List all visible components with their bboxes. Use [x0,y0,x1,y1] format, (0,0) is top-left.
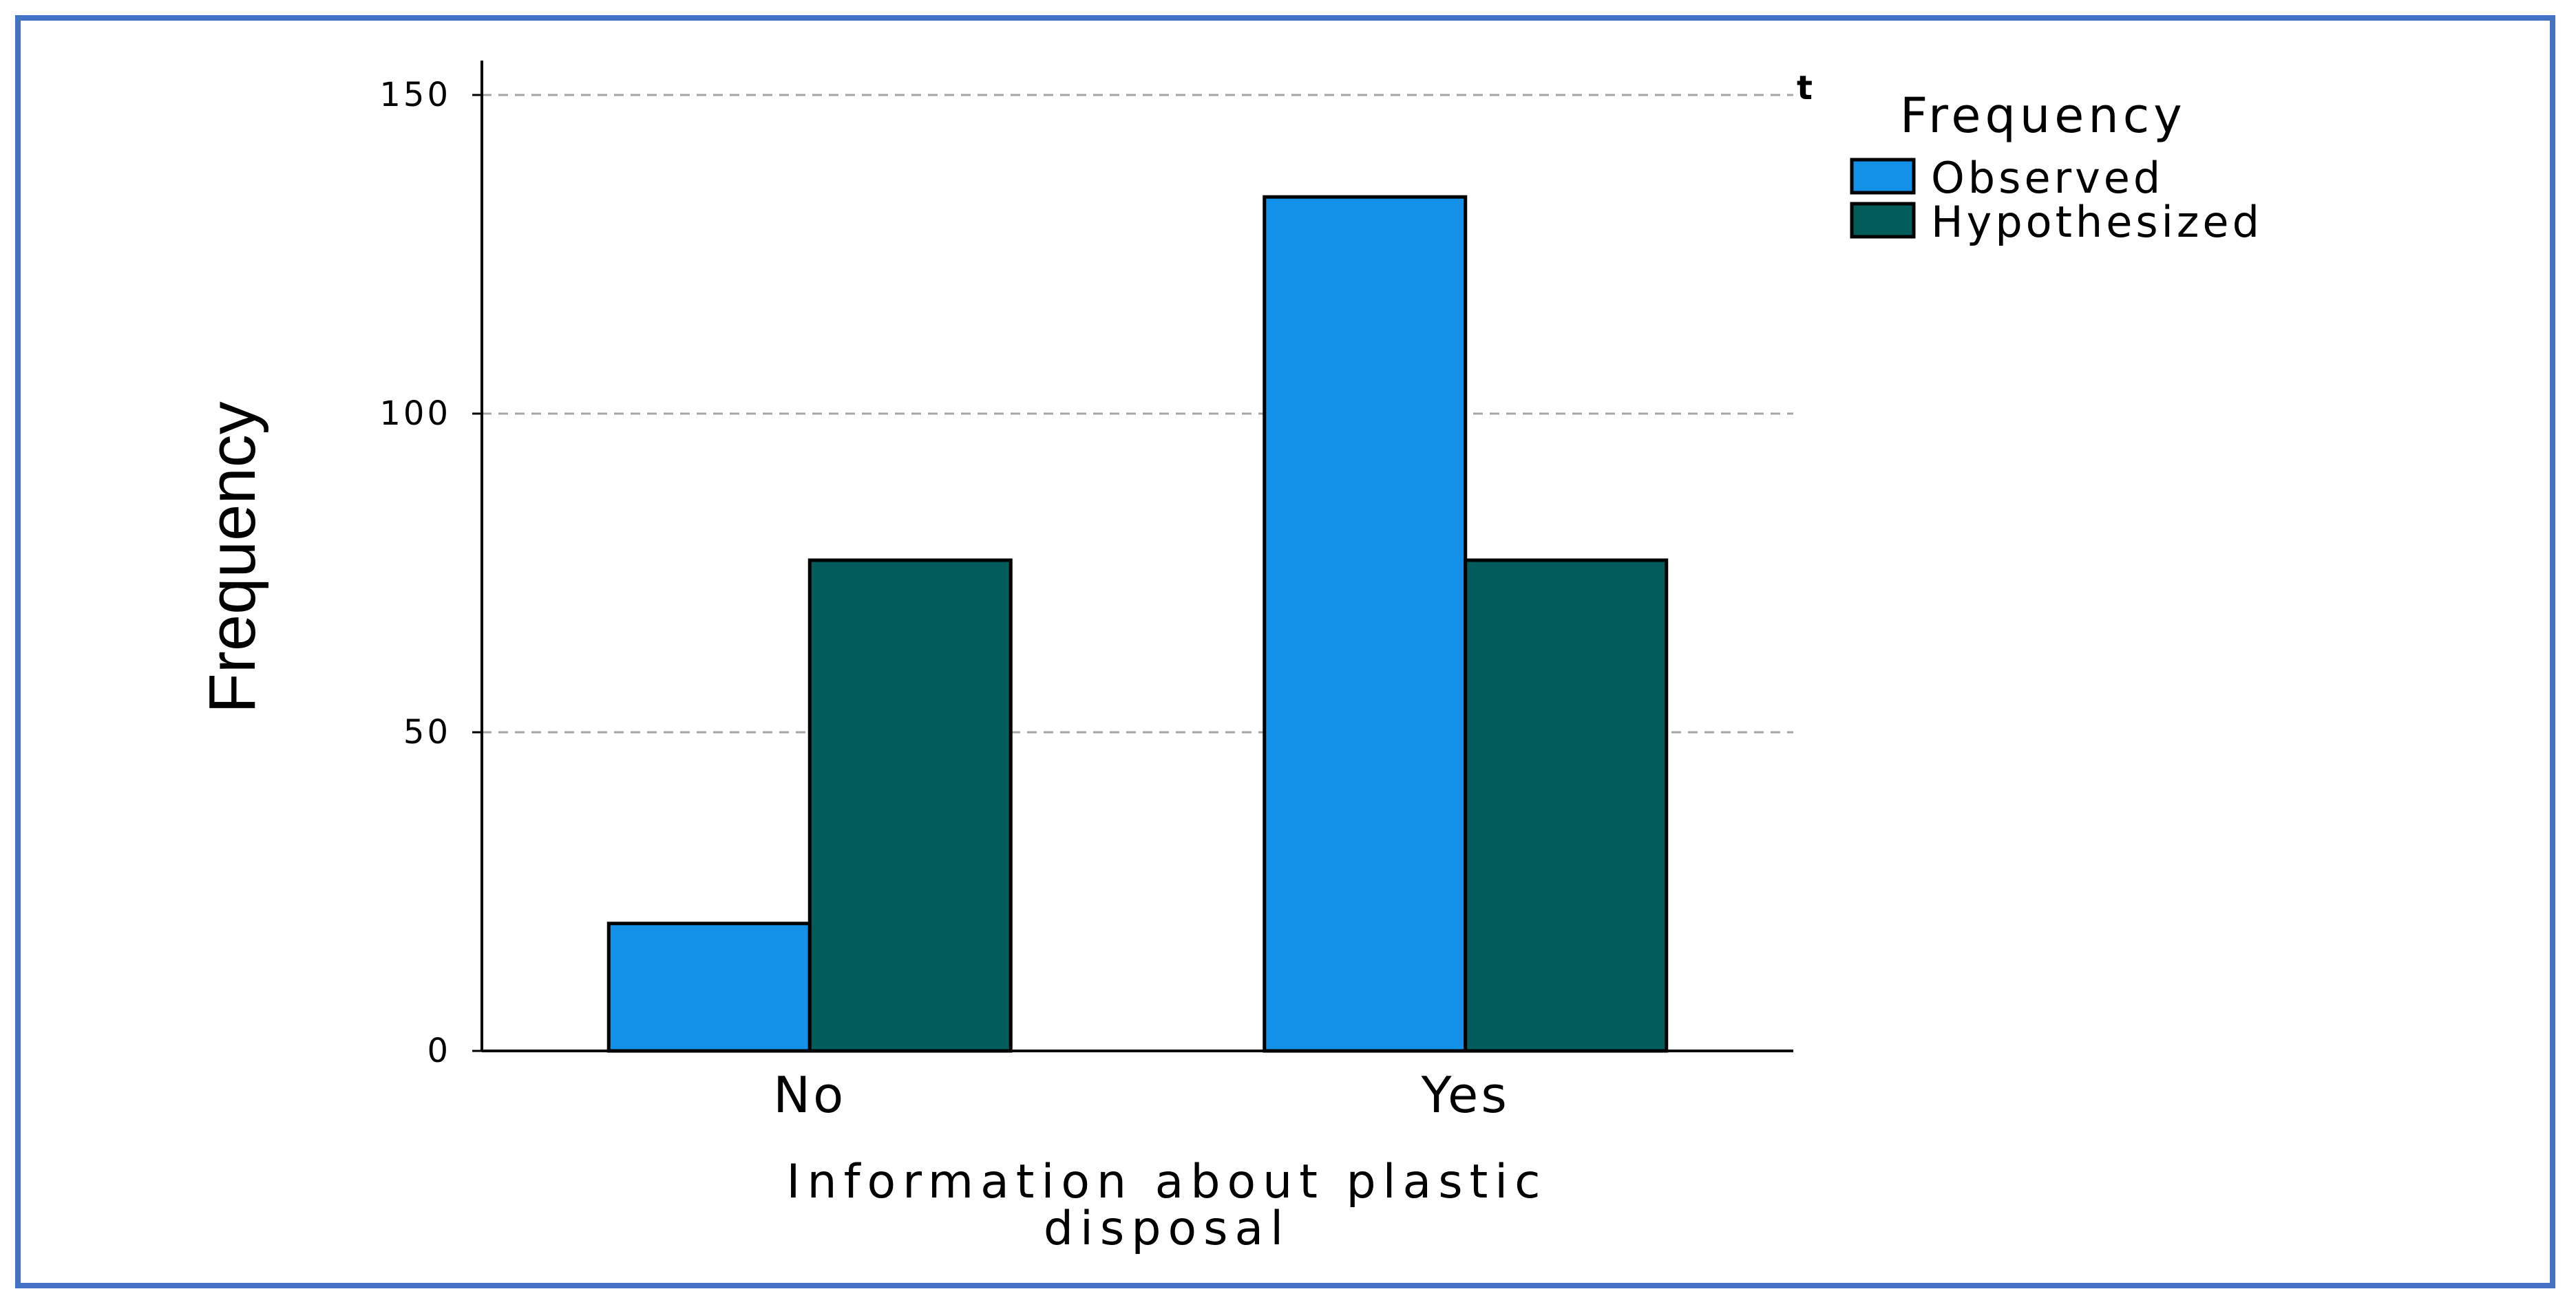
legend-label-observed: Observed [1931,153,2164,203]
x-axis-title-line-2: disposal [1044,1202,1290,1256]
legend-label-hypothesized: Hypothesized [1931,197,2263,247]
legend-swatch-observed [1850,158,1916,195]
bar-yes-hypothesized [1464,558,1669,1053]
x-category-label-yes: Yes [1421,1066,1510,1124]
legend-swatch-hypothesized [1850,202,1916,239]
y-tick-label-100: 100 [379,394,451,433]
y-tick-label-50: 50 [403,713,451,752]
y-tick-label-0: 0 [427,1032,451,1070]
x-axis-title-line-1: Information about plastic [786,1155,1547,1209]
legend: Frequency Observed Hypothesized [1850,87,2263,247]
y-tick-label-150: 150 [379,76,451,114]
x-category-label-no: No [773,1066,846,1124]
bar-yes-observed [1263,195,1468,1053]
axes [481,61,1793,1052]
legend-title: Frequency [1900,87,2186,144]
y-tick-labels: 0 50 100 150 [379,76,482,1070]
stray-mark: t [1797,69,1813,107]
x-category-labels: No Yes [773,1066,1510,1124]
bar-no-hypothesized [807,558,1013,1053]
bar-no-observed [606,922,812,1053]
y-axis-title: Frequency [196,401,269,714]
bars [606,195,1669,1053]
